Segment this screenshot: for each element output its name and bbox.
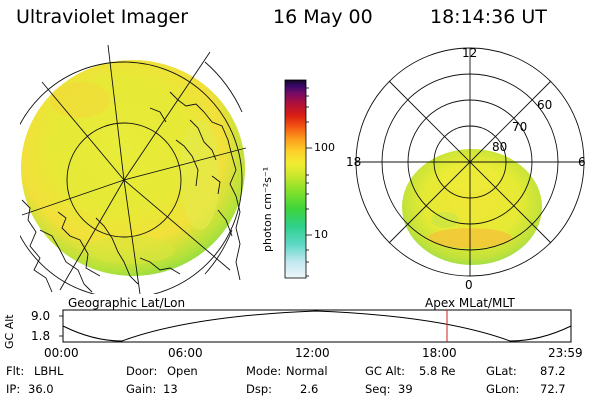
color-bar-ticks (306, 87, 312, 277)
polar-plot (355, 47, 585, 277)
mode-label: Mode: (246, 364, 282, 378)
apex-label: Apex MLat/MLT (425, 296, 515, 310)
gc-alt-axis-label: GC Alt (3, 314, 16, 349)
colorbar-tick-100: 100 (314, 141, 335, 154)
gc-alt-label: GC Alt: (365, 364, 406, 378)
mlt-label-12: 12 (462, 46, 478, 60)
glon-label: GLon: (486, 382, 520, 396)
date-label: 16 May 00 (273, 6, 373, 28)
mlat-label-80: 80 (492, 140, 508, 154)
colorbar-unit-label: photon cm⁻²s⁻¹ (261, 166, 274, 252)
time-tick-0000: 00:00 (44, 346, 79, 360)
time-tick-2359: 23:59 (548, 346, 583, 360)
colorbar-tick-10: 10 (314, 228, 328, 241)
mlt-label-6: 6 (578, 155, 586, 169)
mode-value: Normal (286, 364, 328, 378)
altitude-plot-ticks (59, 315, 63, 337)
door-label: Door: (126, 364, 158, 378)
seq-value: 39 (398, 382, 413, 396)
gain-label: Gain: (126, 382, 157, 396)
alt-tick-9: 9.0 (31, 309, 51, 323)
time-tick-1200: 12:00 (295, 346, 330, 360)
ip-value: 36.0 (28, 382, 54, 396)
altitude-plot (59, 309, 572, 343)
time-label: 18:14:36 UT (430, 6, 547, 28)
flt-label: Flt: (6, 364, 25, 378)
mlat-label-70: 70 (512, 120, 528, 134)
mlt-label-18: 18 (346, 155, 362, 169)
time-tick-1800: 18:00 (422, 346, 457, 360)
glon-value: 72.7 (540, 382, 566, 396)
lat-lon-grid (20, 44, 247, 294)
polar-grid (355, 47, 585, 277)
color-bar (284, 79, 312, 279)
time-tick-0600: 06:00 (168, 346, 203, 360)
flt-value: LBHL (34, 364, 64, 378)
geographic-map (20, 44, 247, 294)
dsp-label: Dsp: (246, 382, 273, 396)
alt-tick-1-8: 1.8 (31, 329, 51, 343)
glat-value: 87.2 (540, 364, 566, 378)
glat-label: GLat: (486, 364, 517, 378)
altitude-curve (62, 310, 572, 342)
ip-label: IP: (6, 382, 21, 396)
seq-label: Seq: (365, 382, 391, 396)
geographic-label: Geographic Lat/Lon (68, 296, 186, 310)
coastline (21, 91, 241, 293)
mlt-label-0: 0 (465, 278, 473, 292)
mlat-label-60: 60 (537, 98, 553, 112)
outer-latitude-arc (204, 229, 233, 275)
door-value: Open (167, 364, 198, 378)
gain-value: 13 (163, 382, 178, 396)
instrument-title: Ultraviolet Imager (16, 6, 189, 28)
outer-latitude-arc (204, 61, 243, 113)
gc-alt-value: 5.8 Re (419, 364, 456, 378)
dsp-value: 2.6 (300, 382, 319, 396)
